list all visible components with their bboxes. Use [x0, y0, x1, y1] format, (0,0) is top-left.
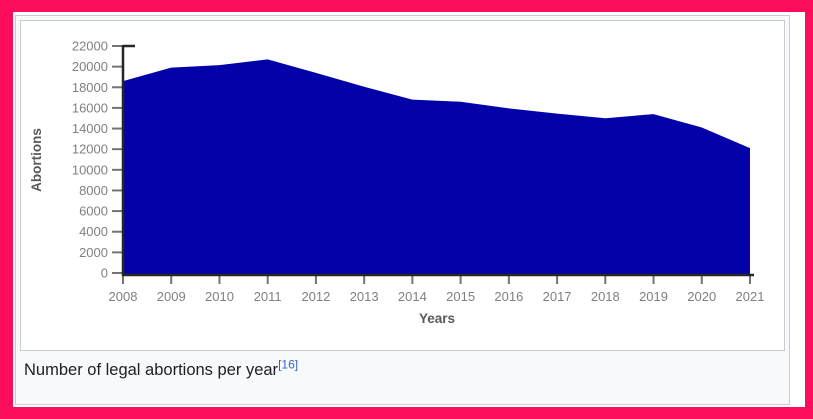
x-axis-title: Years — [419, 311, 455, 326]
x-tick-label: 2010 — [205, 289, 234, 304]
thumbnail-figure: 0 2000 4000 6000 8000 10000 12000 14000 16000 180… — [15, 15, 790, 405]
y-tick-label: 16000 — [72, 100, 108, 115]
y-tick-label: 18000 — [72, 80, 108, 95]
x-tick-label: 2021 — [736, 289, 765, 304]
x-tick-label: 2016 — [494, 289, 523, 304]
x-tick-label: 2013 — [350, 289, 379, 304]
abortions-area-chart: 0 2000 4000 6000 8000 10000 12000 14000 16000 180… — [20, 20, 785, 351]
x-tick-label: 2017 — [543, 289, 572, 304]
y-tick-label: 10000 — [72, 162, 108, 177]
x-tick-label: 2008 — [109, 289, 138, 304]
figure-caption: Number of legal abortions per year[16] — [20, 351, 785, 380]
y-tick-label: 20000 — [72, 59, 108, 74]
area-series — [123, 59, 750, 275]
x-tick-label: 2014 — [398, 289, 427, 304]
chart-svg: 0 2000 4000 6000 8000 10000 12000 14000 16000 180… — [29, 39, 765, 327]
y-tick-label: 4000 — [79, 224, 108, 239]
reference-sup: [16] — [278, 358, 298, 372]
reference-link[interactable]: [16] — [278, 357, 299, 372]
x-tick-label: 2015 — [446, 289, 475, 304]
y-tick-label: 6000 — [79, 204, 108, 219]
y-tick-label: 2000 — [79, 245, 108, 260]
x-tick-label: 2009 — [157, 289, 186, 304]
y-tick-label: 14000 — [72, 121, 108, 136]
y-tick-label: 22000 — [72, 39, 108, 54]
x-tick-label: 2012 — [301, 289, 330, 304]
y-axis-title: Abortions — [29, 128, 44, 192]
y-tick-label: 0 — [101, 266, 108, 281]
x-tick-label: 2011 — [254, 289, 282, 304]
caption-text: Number of legal abortions per year — [24, 361, 279, 379]
x-tick-label: 2018 — [591, 289, 620, 304]
y-tick-label: 8000 — [79, 183, 108, 198]
x-tick-label: 2020 — [687, 289, 716, 304]
x-tick-label: 2019 — [639, 289, 668, 304]
y-tick-label: 12000 — [72, 142, 108, 157]
